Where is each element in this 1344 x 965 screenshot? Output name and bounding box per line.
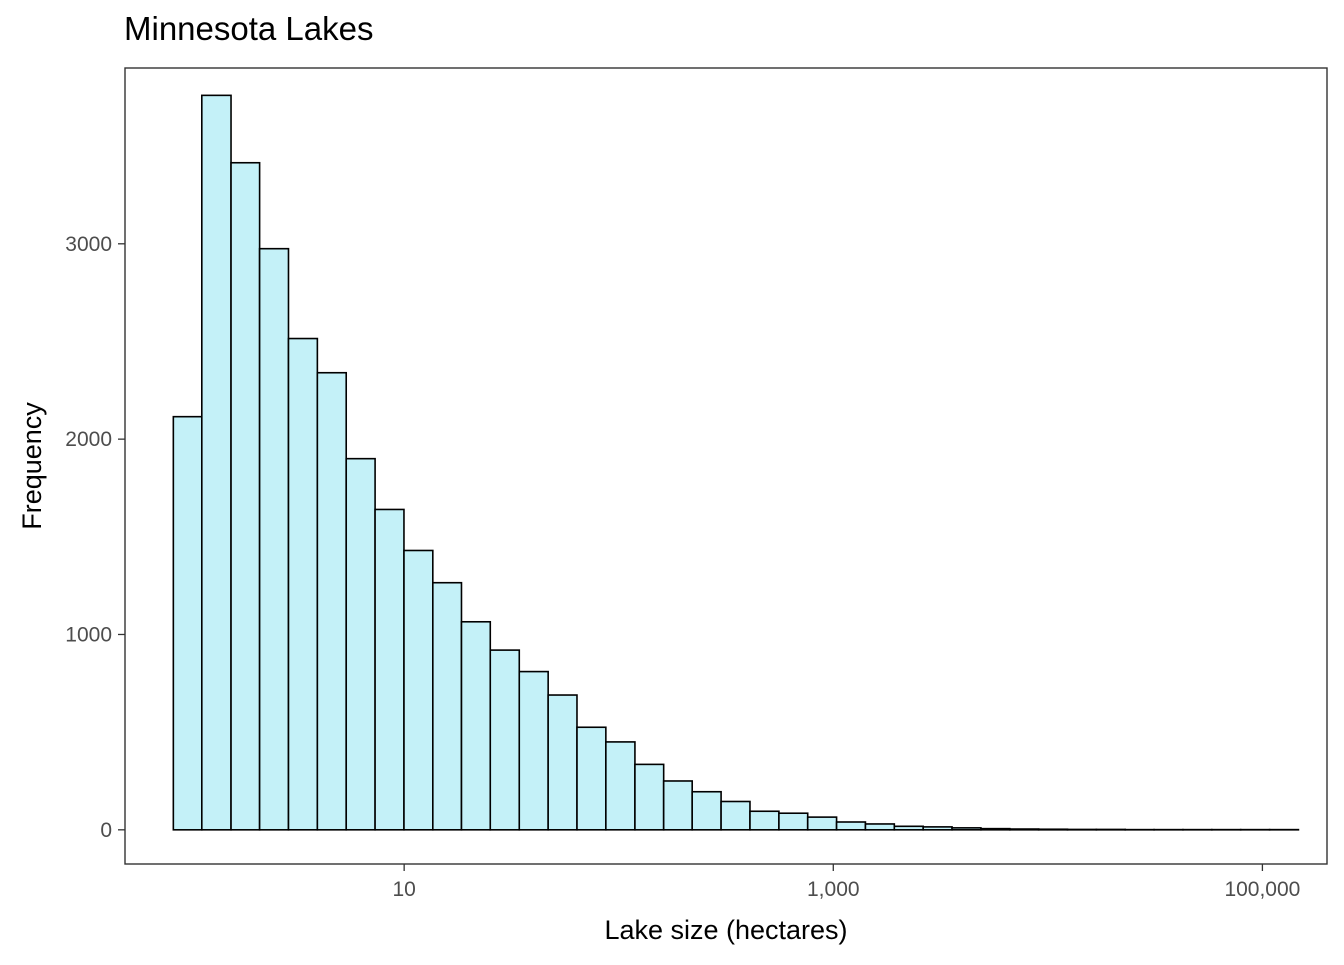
histogram-bar [519,672,548,830]
histogram-bar [548,695,577,830]
histogram-bar [721,801,750,829]
histogram-bar [606,742,635,830]
y-axis: 0 1000 2000 3000 [65,233,125,842]
y-tick-label: 3000 [65,233,112,256]
histogram-bar [779,813,808,830]
histogram-bar [635,764,664,829]
histogram-bar [664,781,693,830]
y-tick-label: 2000 [65,428,112,451]
histogram-bar [260,249,289,830]
histogram-bar [1010,829,1039,830]
histogram-bar [490,650,519,830]
histogram-bar [461,622,490,830]
chart-title: Minnesota Lakes [124,10,373,48]
histogram-bar [202,95,231,829]
histogram-bar [894,826,923,830]
histogram-bar [577,727,606,830]
x-tick-label: 100,000 [1224,878,1300,901]
x-axis: 10 1,000 100,000 [392,864,1300,901]
bars-group [173,95,1298,829]
x-tick-label: 1,000 [807,878,860,901]
y-tick-label: 1000 [65,623,112,646]
histogram-bar [837,822,866,830]
x-tick-label: 10 [392,878,415,901]
histogram-bar [923,827,952,830]
histogram-bar [375,509,404,829]
x-axis-title: Lake size (hectares) [604,915,847,945]
histogram-bar [173,417,201,830]
histogram-bar [346,459,375,830]
histogram-bar [288,339,317,830]
histogram-bar [692,792,721,830]
histogram-bar [317,373,346,830]
histogram-bar [433,583,462,830]
histogram-bar [808,817,837,830]
histogram-bar [404,550,433,829]
histogram-bar [952,828,981,830]
histogram-bar [1039,829,1068,830]
histogram-bar [231,163,260,830]
histogram-bar [981,829,1010,830]
y-tick-label: 0 [100,819,112,842]
histogram-bar [750,811,779,830]
y-axis-title: Frequency [17,402,47,530]
histogram-bar [865,824,894,830]
